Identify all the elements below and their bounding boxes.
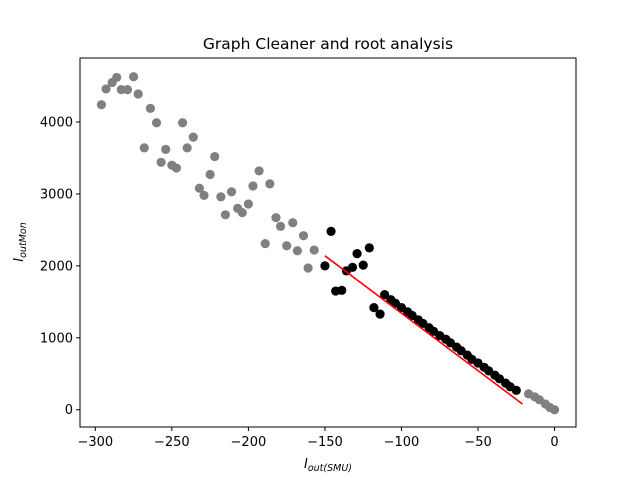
discarded-point bbox=[205, 169, 215, 180]
discarded-point bbox=[171, 163, 182, 173]
x-tick-label: −300 bbox=[77, 435, 113, 450]
discarded-point bbox=[271, 213, 281, 223]
discarded-point bbox=[237, 208, 247, 218]
discarded-point bbox=[248, 181, 258, 191]
kept-point bbox=[337, 285, 347, 295]
y-axis-label: IoutMon bbox=[12, 222, 29, 261]
discarded-point bbox=[226, 187, 237, 197]
fit-line bbox=[324, 255, 523, 405]
discarded-point bbox=[210, 151, 220, 162]
x-tick-label: −100 bbox=[384, 435, 420, 450]
discarded-point bbox=[112, 72, 122, 83]
discarded-point bbox=[156, 157, 166, 167]
kept-point bbox=[375, 309, 385, 319]
discarded-point bbox=[188, 132, 198, 142]
y-tick-label: 3000 bbox=[40, 187, 73, 202]
plot-marks bbox=[96, 72, 560, 415]
discarded-point bbox=[298, 231, 309, 241]
y-tick-label: 1000 bbox=[40, 331, 73, 346]
discarded-point bbox=[139, 143, 149, 153]
x-axis-label: Iout(SMU) bbox=[304, 457, 352, 474]
x-tick-label: −250 bbox=[154, 435, 190, 450]
discarded-point bbox=[199, 190, 209, 200]
kept-point bbox=[326, 226, 336, 236]
x-tick-label: −50 bbox=[464, 435, 491, 450]
discarded-point bbox=[133, 89, 143, 99]
discarded-point bbox=[145, 103, 156, 113]
chart-title: Graph Cleaner and root analysis bbox=[203, 35, 453, 53]
y-tick-label: 2000 bbox=[40, 259, 73, 274]
x-tick-label: −200 bbox=[231, 435, 267, 450]
discarded-point bbox=[216, 192, 226, 202]
kept-point bbox=[380, 290, 390, 300]
kept-point bbox=[352, 249, 362, 259]
discarded-point bbox=[254, 166, 264, 176]
kept-point bbox=[358, 260, 368, 270]
y-tick-label: 0 bbox=[65, 403, 73, 418]
discarded-point bbox=[282, 241, 292, 251]
discarded-point bbox=[288, 218, 298, 228]
discarded-point bbox=[122, 85, 133, 95]
kept-point bbox=[511, 385, 521, 395]
discarded-point bbox=[151, 118, 162, 128]
kept-point bbox=[347, 262, 358, 272]
discarded-point bbox=[194, 183, 205, 193]
discarded-point bbox=[96, 100, 107, 110]
plot-frame bbox=[79, 57, 577, 428]
kept-point bbox=[320, 261, 330, 271]
y-tick-label: 4000 bbox=[40, 116, 73, 131]
discarded-point bbox=[101, 84, 111, 94]
discarded-point bbox=[309, 245, 319, 255]
discarded-point bbox=[292, 246, 302, 256]
x-tick-label: 0 bbox=[550, 435, 558, 450]
discarded-point bbox=[128, 72, 139, 82]
discarded-point bbox=[260, 238, 270, 249]
kept-point bbox=[364, 243, 374, 253]
axis-ticks: −300 −250 −200 −150 −100 −50 0 0 1000 2000 3000 400… bbox=[40, 116, 559, 450]
discarded-point bbox=[182, 143, 192, 153]
discarded-point bbox=[177, 118, 188, 128]
discarded-point bbox=[275, 221, 286, 231]
discarded-point bbox=[265, 179, 275, 189]
x-tick-label: −150 bbox=[307, 435, 343, 450]
discarded-point bbox=[220, 210, 231, 220]
discarded-point bbox=[243, 199, 253, 209]
discarded-point bbox=[161, 144, 171, 154]
discarded-point bbox=[549, 405, 560, 415]
discarded-point bbox=[303, 263, 313, 273]
kept-point bbox=[369, 302, 379, 313]
